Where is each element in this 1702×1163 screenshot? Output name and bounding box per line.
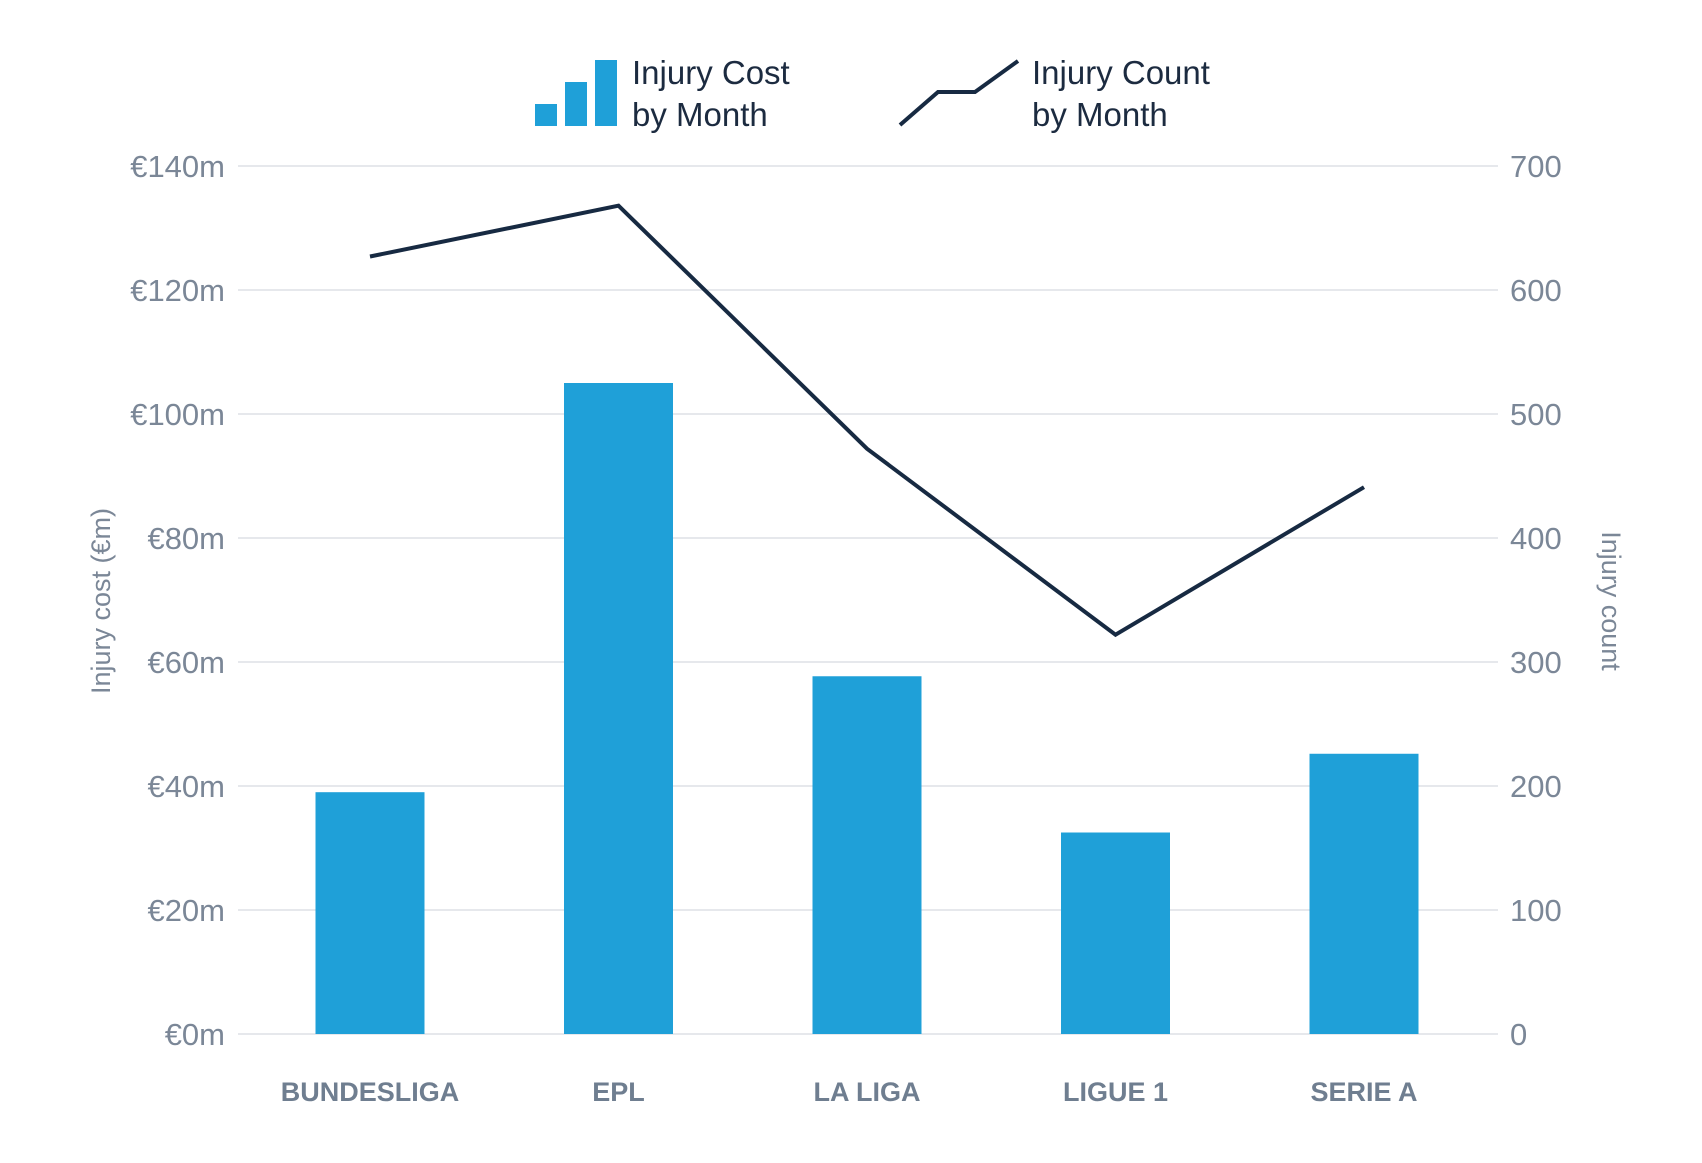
bar-chart-icon <box>535 60 617 126</box>
x-tick-label: EPL <box>592 1077 645 1107</box>
legend-line-label-2: by Month <box>1032 96 1168 133</box>
left-axis-ticks: €0m €20m €40m €60m €80m €100m €120m €140m <box>130 149 225 1052</box>
y2-tick-label: 0 <box>1510 1017 1527 1052</box>
left-axis-title: Injury cost (€m) <box>86 508 116 694</box>
legend-bars-label-2: by Month <box>632 96 768 133</box>
line-chart-icon <box>898 59 1020 127</box>
y-tick-label: €40m <box>147 769 225 804</box>
bar-serie-a <box>1309 753 1419 1034</box>
y2-tick-label: 400 <box>1510 521 1562 556</box>
category-labels: BUNDESLIGA EPL LA LIGA LIGUE 1 SERIE A <box>281 1077 1418 1107</box>
y-tick-label: €140m <box>130 149 225 184</box>
bar-ligue-1 <box>1061 832 1170 1034</box>
y2-tick-label: 700 <box>1510 149 1562 184</box>
right-axis-ticks: 0 100 200 300 400 500 600 700 <box>1510 149 1562 1052</box>
y2-tick-label: 300 <box>1510 645 1562 680</box>
legend-line-label-1: Injury Count <box>1032 54 1210 91</box>
legend-bars-label-1: Injury Cost <box>632 54 790 91</box>
x-tick-label: SERIE A <box>1310 1077 1417 1107</box>
line-series <box>369 203 1366 638</box>
y-tick-label: €100m <box>130 397 225 432</box>
y2-tick-label: 500 <box>1510 397 1562 432</box>
bar-la-liga <box>812 676 922 1034</box>
y-tick-label: €80m <box>147 521 225 556</box>
bar-epl <box>564 383 673 1034</box>
y2-tick-label: 200 <box>1510 769 1562 804</box>
injury-count-line <box>369 203 1366 638</box>
y-tick-label: €120m <box>130 273 225 308</box>
y-tick-label: €20m <box>147 893 225 928</box>
x-tick-label: LA LIGA <box>814 1077 921 1107</box>
x-tick-label: LIGUE 1 <box>1063 1077 1168 1107</box>
y-tick-label: €60m <box>147 645 225 680</box>
bar-series <box>315 383 1419 1034</box>
y2-tick-label: 100 <box>1510 893 1562 928</box>
x-tick-label: BUNDESLIGA <box>281 1077 460 1107</box>
y2-tick-label: 600 <box>1510 273 1562 308</box>
right-axis-title: Injury count <box>1596 531 1626 671</box>
y-tick-label: €0m <box>165 1017 225 1052</box>
legend: Injury Cost by Month Injury Count by Mon… <box>535 54 1210 133</box>
bar-bundesliga <box>315 792 425 1034</box>
